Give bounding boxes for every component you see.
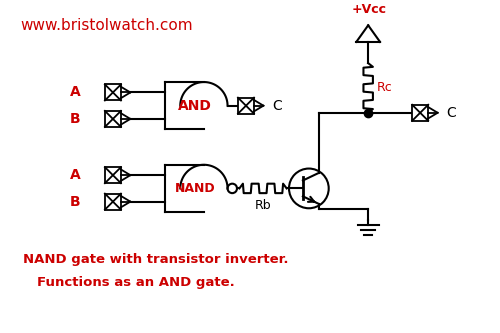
Text: C: C [446,106,456,120]
Text: A: A [70,168,80,182]
Text: Functions as an AND gate.: Functions as an AND gate. [38,276,235,289]
Bar [412,105,428,121]
Text: A: A [70,86,80,100]
Text: NAND: NAND [174,182,215,195]
Text: +Vcc: +Vcc [352,3,386,16]
Bar [105,193,121,210]
Text: www.bristolwatch.com: www.bristolwatch.com [20,18,194,33]
Bar [105,167,121,183]
Text: B: B [70,112,80,126]
Text: NAND gate with transistor inverter.: NAND gate with transistor inverter. [23,253,288,266]
Text: C: C [272,99,281,113]
Bar [105,111,121,127]
Bar [238,98,254,114]
Bar [105,84,121,101]
Text: Rb: Rb [254,199,272,212]
Text: Rc: Rc [376,82,392,95]
Text: AND: AND [178,99,212,113]
Text: B: B [70,195,80,209]
